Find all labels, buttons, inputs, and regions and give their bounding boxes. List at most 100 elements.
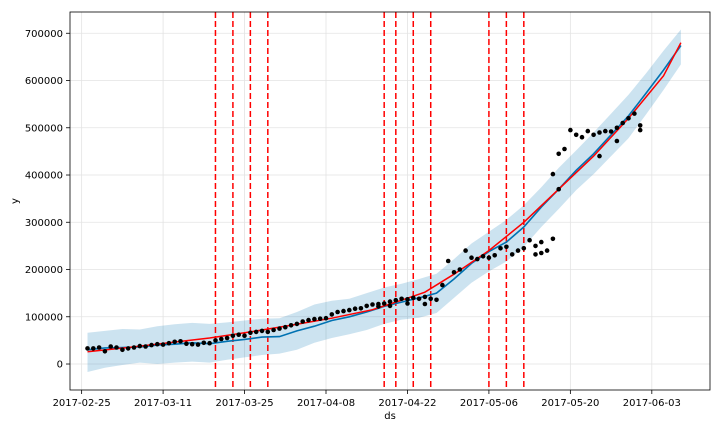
plot-frame <box>69 11 711 391</box>
observed-point <box>143 344 148 349</box>
observed-point <box>527 237 532 243</box>
observed-point <box>329 312 335 317</box>
observed-point <box>637 127 643 133</box>
grid <box>70 12 710 390</box>
observed-point <box>422 294 428 300</box>
observed-point <box>149 342 154 348</box>
observed-point <box>504 244 509 250</box>
x-tick-label: 2017-06-03 <box>623 398 681 409</box>
y-tick-label: 100000 <box>25 312 63 323</box>
observed-point <box>585 128 591 134</box>
x-tick-label: 2017-04-08 <box>297 398 355 409</box>
observed-point <box>312 316 317 322</box>
observed-point <box>364 303 370 309</box>
observed-point <box>544 248 550 253</box>
observed-point <box>492 253 498 258</box>
observed-point <box>463 248 468 253</box>
observed-point <box>189 341 195 347</box>
observed-point <box>131 345 137 350</box>
observed-point <box>160 342 166 347</box>
observed-point <box>632 111 637 116</box>
observed-point <box>399 296 404 302</box>
observed-point <box>579 134 585 140</box>
observed-point <box>184 341 189 347</box>
observed-point <box>591 132 596 138</box>
observed-point <box>195 342 201 347</box>
observed-point <box>300 319 306 324</box>
observed-point <box>85 346 90 351</box>
y-tick-label: 700000 <box>25 29 63 40</box>
observed-point <box>422 301 428 307</box>
observed-point <box>428 296 434 302</box>
observed-point <box>294 321 300 327</box>
observed-point <box>550 236 556 242</box>
observed-point <box>172 339 177 345</box>
observed-point <box>277 326 282 331</box>
observed-point <box>201 340 207 346</box>
y-tick-label: 0 <box>57 360 63 371</box>
observed-point <box>306 317 311 323</box>
y-tick-label: 500000 <box>25 123 63 134</box>
observed-point <box>416 296 422 302</box>
observed-point <box>271 327 276 333</box>
x-tick-label: 2017-04-22 <box>378 398 436 409</box>
observed-point <box>341 308 346 314</box>
observed-point <box>603 128 608 134</box>
observed-point <box>405 301 410 306</box>
observed-point <box>498 246 503 251</box>
observed-point <box>637 123 643 128</box>
observed-point <box>515 248 521 253</box>
observed-point <box>358 306 364 311</box>
observed-point <box>457 267 463 272</box>
observed-point <box>207 340 212 346</box>
observed-point <box>608 129 614 134</box>
observed-point <box>469 255 474 260</box>
y-tick-label: 200000 <box>25 265 63 276</box>
observed-point <box>370 302 375 307</box>
observed-point <box>556 186 561 192</box>
observed-point <box>533 243 538 249</box>
observed-point <box>568 127 573 133</box>
observed-point <box>230 333 236 339</box>
observed-point <box>539 250 544 256</box>
observed-point <box>178 339 183 344</box>
observed-point <box>317 316 323 322</box>
observed-point <box>155 341 160 347</box>
observed-point <box>509 252 515 257</box>
observed-point <box>405 297 410 302</box>
observed-point <box>166 340 172 346</box>
observed-point <box>288 323 294 328</box>
x-tick-label: 2017-03-25 <box>215 398 273 409</box>
observed-point <box>480 253 486 259</box>
x-axis-ticks: 2017-02-25 2017-03-11 2017-03-25 2017-04-08… <box>53 390 681 409</box>
observed-point <box>451 270 457 275</box>
x-tick-label: 2017-03-11 <box>134 398 192 409</box>
observed-points <box>85 111 643 354</box>
observed-point <box>242 333 247 339</box>
observed-point <box>434 297 439 303</box>
observed-point <box>323 315 329 321</box>
observed-point <box>533 252 538 257</box>
observed-point <box>137 343 143 349</box>
observed-point <box>597 153 602 159</box>
observed-point <box>550 171 556 177</box>
observed-point <box>120 347 125 353</box>
observed-point <box>335 309 340 315</box>
observed-point <box>352 306 358 312</box>
observed-point <box>562 146 567 152</box>
y-tick-label: 400000 <box>25 171 63 182</box>
observed-point <box>387 303 393 309</box>
observed-point <box>283 324 288 330</box>
observed-point <box>376 304 381 309</box>
observed-point <box>475 256 480 262</box>
observed-point <box>248 330 253 336</box>
observed-point <box>614 138 620 144</box>
observed-point <box>125 346 131 351</box>
x-tick-label: 2017-02-25 <box>53 398 111 409</box>
observed-point <box>381 301 387 306</box>
observed-point <box>102 349 108 354</box>
observed-point <box>387 299 393 304</box>
observed-point <box>213 338 218 343</box>
